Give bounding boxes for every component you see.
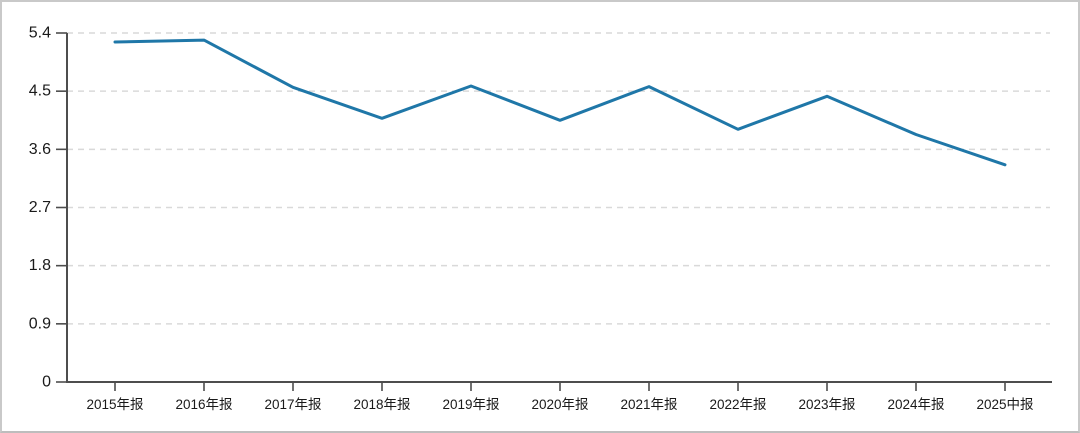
x-tick-label: 2023年报: [798, 397, 855, 412]
data-series-line: [113, 38, 1007, 167]
y-tick-label: 0.9: [29, 315, 51, 332]
x-tick-label: 2021年报: [620, 397, 677, 412]
y-tick-label: 3.6: [29, 141, 51, 158]
x-tick-label: 2015年报: [86, 397, 143, 412]
x-tick-label: 2025中报: [976, 397, 1033, 412]
x-tick-label: 2016年报: [175, 397, 232, 412]
y-tick-label: 2.7: [29, 199, 51, 216]
x-tick-label: 2018年报: [353, 397, 410, 412]
y-tick-label: 4.5: [29, 83, 51, 100]
x-tick-label: 2019年报: [442, 397, 499, 412]
x-tick-label: 2020年报: [531, 397, 588, 412]
y-tick-label: 1.8: [29, 257, 51, 274]
x-tick-label: 2024年报: [887, 397, 944, 412]
y-tick-label: 5.4: [29, 25, 51, 42]
ticks-group: [56, 32, 1006, 391]
y-tick-label: 0: [42, 374, 51, 391]
x-tick-label: 2022年报: [709, 397, 766, 412]
tick-labels-group: 0 0.9 1.8 2.7 3.6 4.5 5.4 2015年报 2016年报 2017年报 201…: [29, 25, 1034, 413]
x-tick-label: 2017年报: [264, 397, 321, 412]
gridlines-group: [67, 32, 1050, 325]
series-group: [113, 38, 1007, 167]
